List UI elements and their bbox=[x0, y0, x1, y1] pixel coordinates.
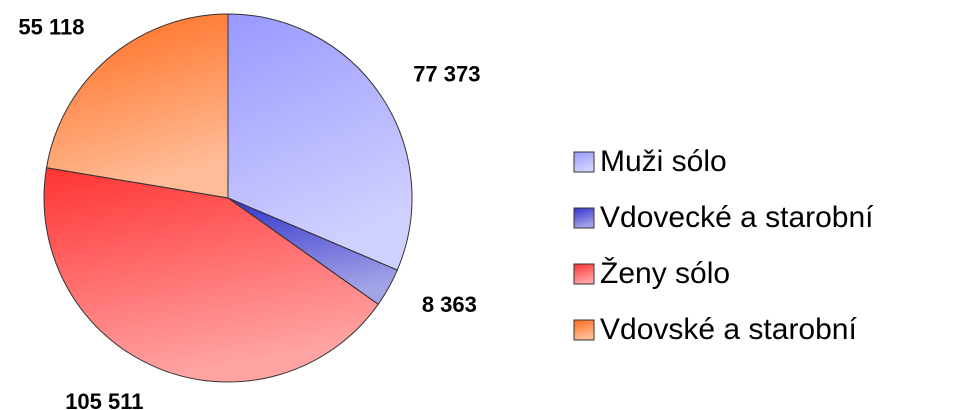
legend-swatch bbox=[573, 263, 595, 285]
legend-label: Vdovecké a starobní bbox=[600, 201, 874, 234]
legend: Muži sólo Vdovecké a starobní Ženy sólo Vdo… bbox=[573, 145, 874, 346]
legend-swatch bbox=[573, 151, 595, 173]
data-label: 77 373 bbox=[413, 61, 480, 86]
legend-swatch bbox=[573, 319, 595, 341]
legend-label: Muži sólo bbox=[600, 145, 727, 178]
pie: 77 373 8 363 105 511 55 118 bbox=[18, 13, 480, 410]
data-label: 55 118 bbox=[18, 14, 84, 39]
legend-label: Ženy sólo bbox=[600, 257, 730, 290]
data-label: 8 363 bbox=[422, 292, 477, 317]
legend-label: Vdovské a starobní bbox=[600, 313, 857, 346]
pie-slice bbox=[227, 13, 413, 271]
pie-slice bbox=[45, 13, 229, 199]
pie-slice bbox=[43, 167, 379, 383]
legend-swatch bbox=[573, 207, 595, 229]
data-label: 105 511 bbox=[65, 389, 143, 410]
